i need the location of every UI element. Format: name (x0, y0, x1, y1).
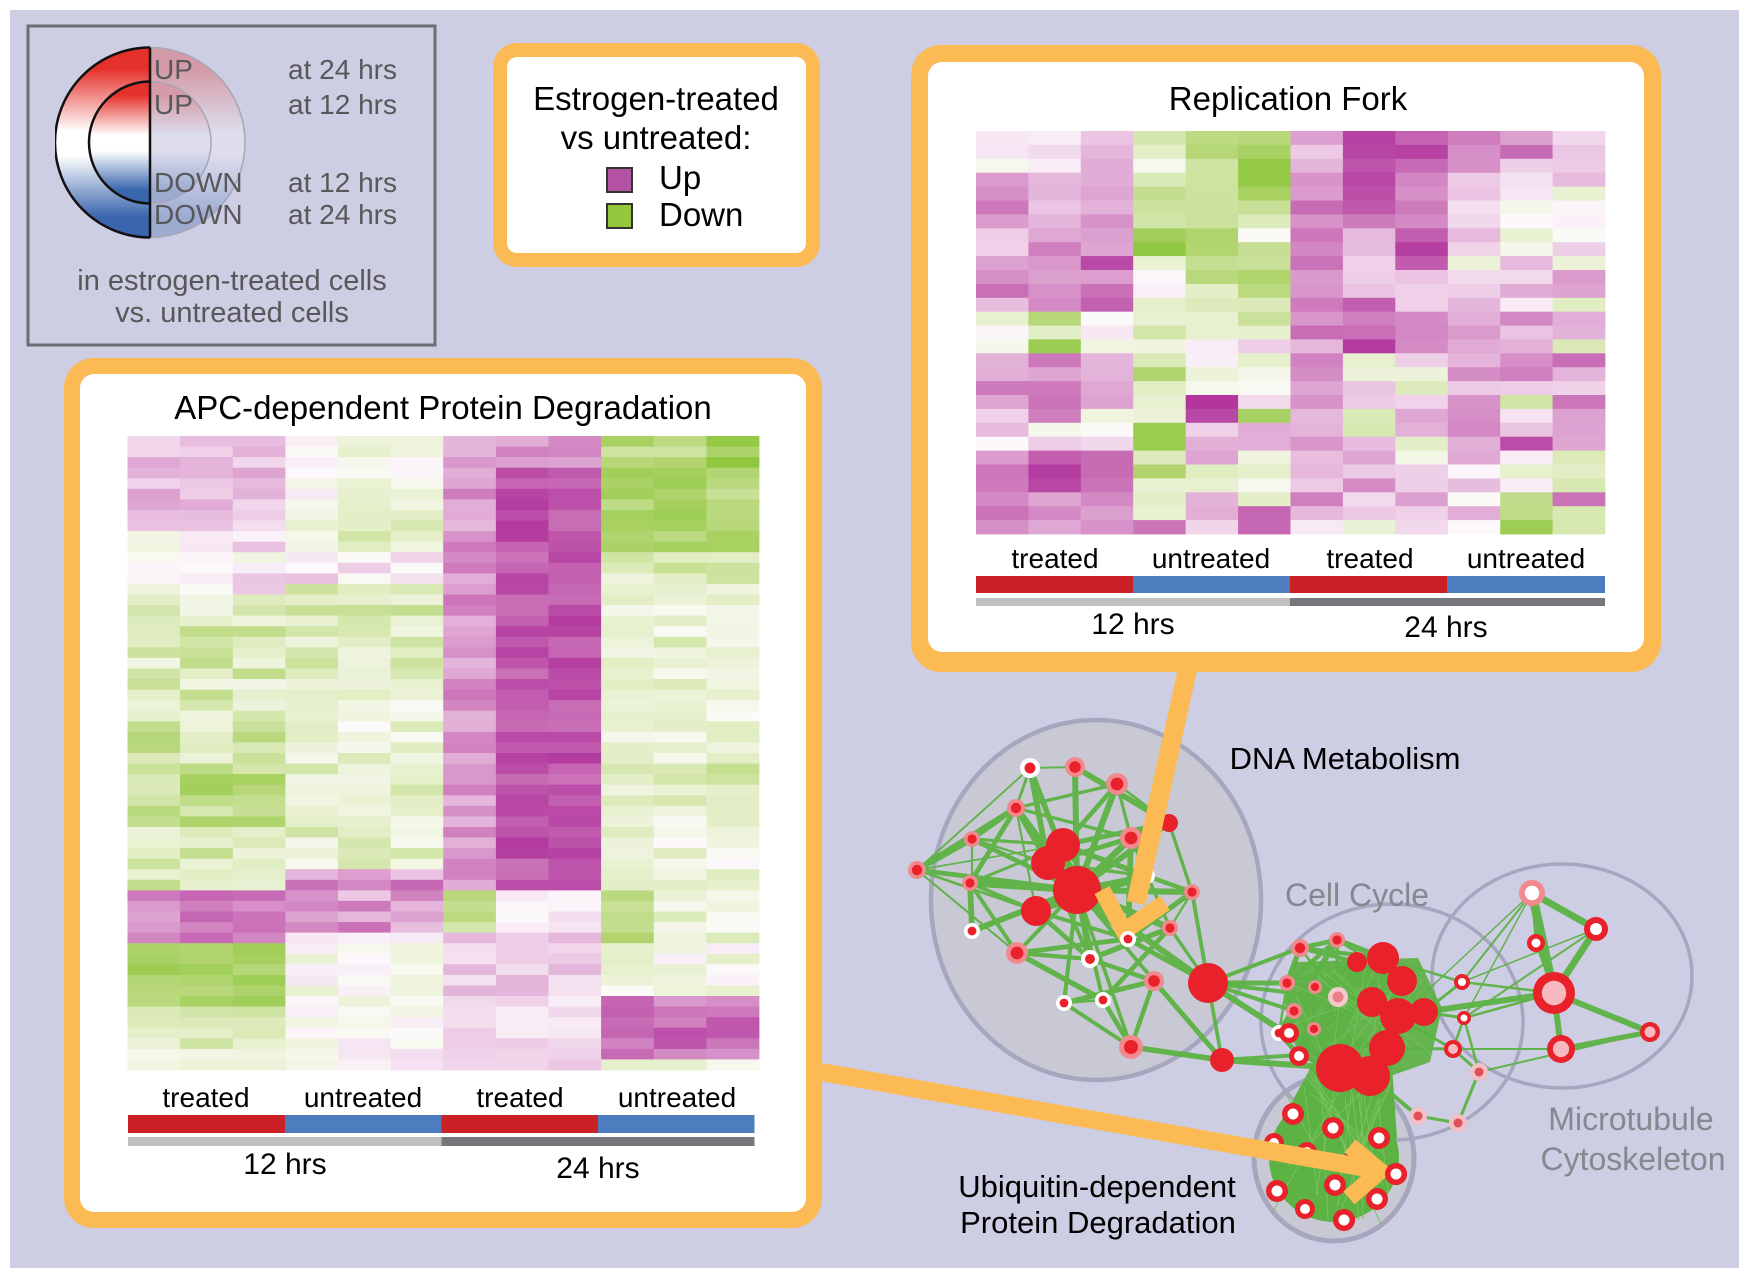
svg-text:Protein Degradation: Protein Degradation (960, 1205, 1236, 1240)
svg-text:APC-dependent Protein Degradat: APC-dependent Protein Degradation (174, 389, 712, 426)
svg-text:Cell Cycle: Cell Cycle (1285, 877, 1429, 913)
svg-text:untreated: untreated (1467, 543, 1585, 574)
svg-text:untreated: untreated (304, 1082, 422, 1113)
svg-text:Replication Fork: Replication Fork (1169, 80, 1408, 117)
svg-text:Microtubule: Microtubule (1548, 1101, 1713, 1137)
svg-text:12 hrs: 12 hrs (243, 1148, 326, 1181)
svg-text:DOWN: DOWN (154, 167, 243, 198)
svg-text:24 hrs: 24 hrs (556, 1152, 639, 1185)
svg-text:UP: UP (154, 89, 193, 120)
svg-text:treated: treated (1326, 543, 1413, 574)
svg-text:Down: Down (659, 196, 743, 233)
svg-text:DNA Metabolism: DNA Metabolism (1230, 741, 1461, 776)
svg-text:Up: Up (659, 159, 701, 196)
svg-text:Estrogen-treated: Estrogen-treated (533, 80, 779, 117)
svg-text:vs. untreated cells: vs. untreated cells (115, 297, 349, 329)
svg-text:treated: treated (1011, 543, 1098, 574)
svg-text:at 12 hrs: at 12 hrs (288, 167, 397, 198)
svg-text:at 12 hrs: at 12 hrs (288, 89, 397, 120)
svg-text:at 24 hrs: at 24 hrs (288, 54, 397, 85)
svg-text:in estrogen-treated cells: in estrogen-treated cells (77, 265, 387, 297)
svg-text:24 hrs: 24 hrs (1404, 611, 1487, 644)
svg-text:Ubiquitin-dependent: Ubiquitin-dependent (958, 1169, 1236, 1204)
svg-text:DOWN: DOWN (154, 199, 243, 230)
svg-text:UP: UP (154, 54, 193, 85)
svg-text:treated: treated (476, 1082, 563, 1113)
svg-text:treated: treated (162, 1082, 249, 1113)
svg-text:at 24 hrs: at 24 hrs (288, 199, 397, 230)
svg-text:Cytoskeleton: Cytoskeleton (1541, 1141, 1726, 1177)
svg-text:untreated: untreated (1152, 543, 1270, 574)
svg-text:untreated: untreated (618, 1082, 736, 1113)
svg-text:vs untreated:: vs untreated: (561, 119, 752, 156)
svg-text:12 hrs: 12 hrs (1091, 608, 1174, 641)
